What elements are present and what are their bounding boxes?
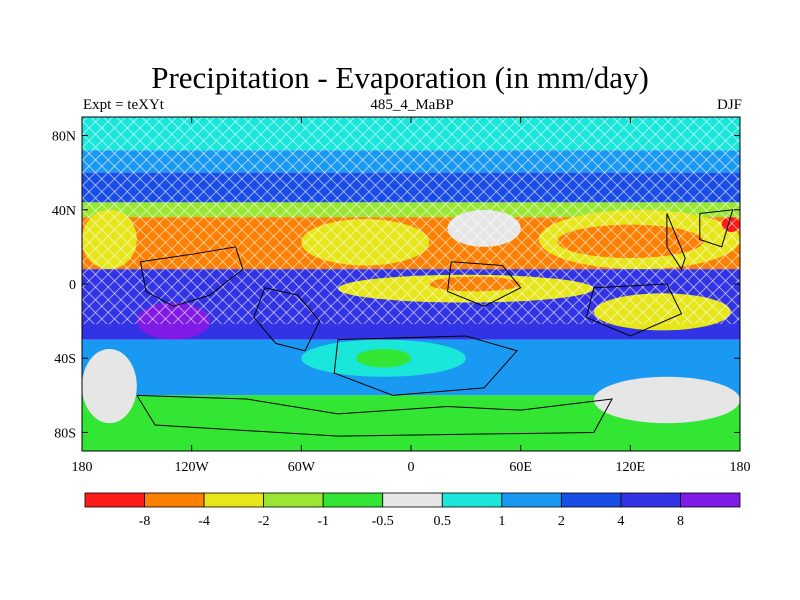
y-tick-label: 40S: [54, 352, 76, 367]
colorbar-label: 0.5: [434, 514, 452, 529]
coastline-6: [666, 213, 686, 271]
colorbar-swatch-4: [322, 492, 384, 508]
field-patch-11: [82, 348, 137, 424]
x-tick-label: 180: [72, 460, 93, 475]
colorbar-label: -0.5: [372, 514, 394, 529]
season-label: DJF: [716, 97, 742, 113]
field-patch-14: [356, 348, 412, 368]
coastline-3: [447, 261, 522, 307]
x-tick-label: 120W: [175, 460, 210, 475]
x-tick-label: 180: [730, 460, 751, 475]
colorbar-swatch-7: [501, 492, 562, 508]
colorbar-label: -1: [317, 514, 329, 529]
coastline-4: [136, 394, 613, 437]
colorbar-swatch-0: [84, 492, 145, 508]
coastline-5: [585, 283, 683, 337]
experiment-label: Expt = teXYt: [83, 97, 164, 113]
x-tick-label: 0: [408, 460, 415, 475]
map-axes: 80N 40N 0 40S 80S 180 120W 60W 0 60E 120E 180: [52, 117, 751, 475]
colorbar-swatch-9: [620, 492, 681, 508]
y-tick-label: 0: [69, 278, 76, 293]
y-tick-label: 80N: [52, 130, 76, 145]
hatch-region: [82, 117, 740, 325]
y-tick-label: 40N: [52, 204, 76, 219]
colorbar-swatch-8: [560, 492, 622, 508]
colorbar-label: 8: [677, 514, 684, 529]
coastline-0: [139, 246, 244, 307]
significance-hatching: [82, 117, 740, 325]
period-label: 485_4_MaBP: [370, 97, 454, 113]
y-tick-label: 80S: [54, 426, 76, 441]
colorbar-label: 2: [558, 514, 565, 529]
colorbar-label: -4: [198, 514, 210, 529]
plot-title: Precipitation - Evaporation (in mm/day): [151, 60, 649, 95]
coastline-7: [699, 209, 734, 248]
colorbar-swatch-2: [203, 492, 265, 508]
colorbar-label: 4: [617, 514, 624, 529]
x-tick-label: 60W: [288, 460, 316, 475]
field-patch-13: [593, 376, 740, 424]
colorbar-swatch-1: [144, 492, 205, 508]
coastline-2: [333, 335, 518, 396]
land-outlines: [136, 209, 734, 437]
colorbar-label: -2: [258, 514, 270, 529]
colorbar-swatch-3: [263, 492, 324, 508]
colorbar-swatch-5: [382, 492, 443, 508]
x-tick-label: 120E: [616, 460, 646, 475]
colorbar-swatch-6: [441, 492, 503, 508]
colorbar-label: -8: [139, 514, 151, 529]
colorbar-label: 1: [498, 514, 505, 529]
colorbar: -8 -4 -2 -1 -0.5 0.5 1 2 4 8: [84, 492, 741, 529]
colorbar-swatch-10: [680, 492, 741, 508]
coastline-1: [253, 287, 321, 352]
x-tick-label: 60E: [509, 460, 532, 475]
